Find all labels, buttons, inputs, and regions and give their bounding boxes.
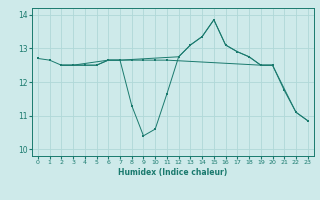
X-axis label: Humidex (Indice chaleur): Humidex (Indice chaleur) <box>118 168 228 177</box>
